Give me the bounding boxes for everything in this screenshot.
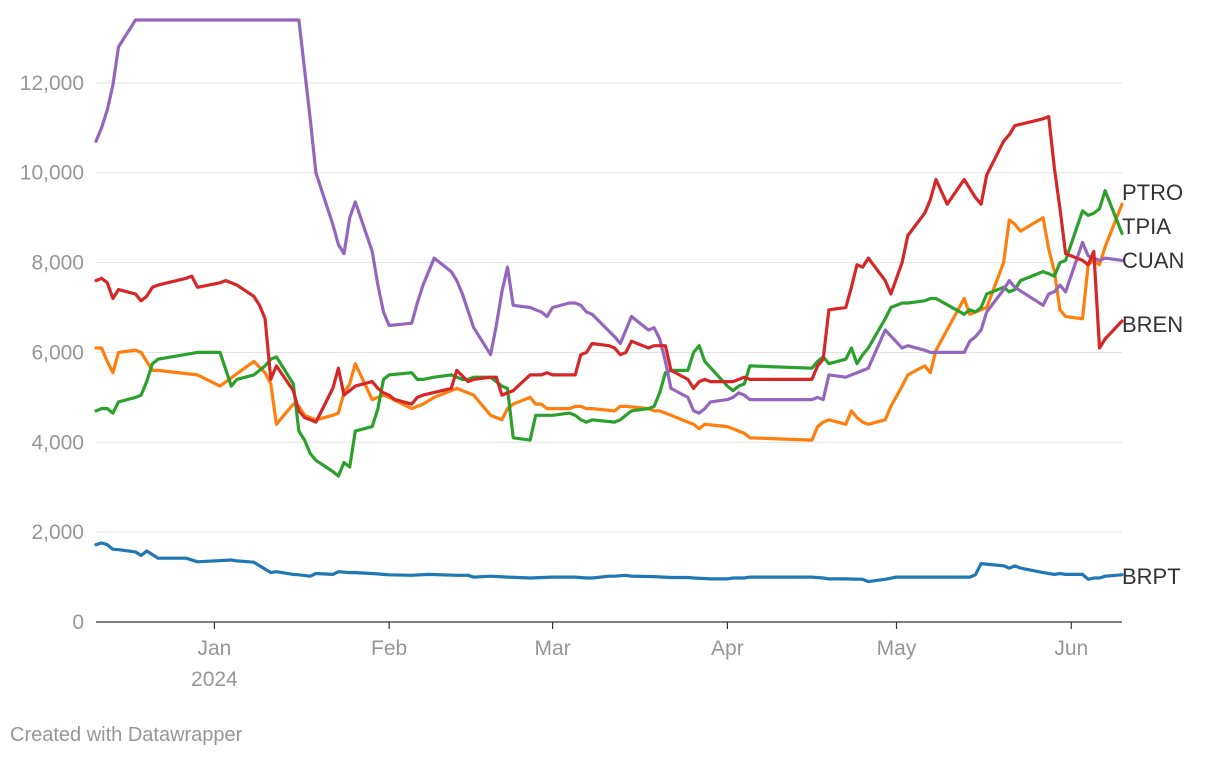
series-line-brpt [94, 541, 1124, 584]
x-tick-sublabel: 2024 [191, 668, 238, 691]
y-tick-label: 10,000 [20, 162, 84, 185]
y-tick-label: 8,000 [31, 252, 84, 275]
series-lines [94, 18, 1124, 584]
x-tick-label: May [877, 637, 917, 660]
y-tick-label: 12,000 [20, 72, 84, 95]
gridlines [96, 82, 1122, 623]
x-tick-label: Feb [371, 637, 407, 660]
series-label-ptro: PTRO [1122, 180, 1183, 205]
series-label-bren: BREN [1122, 312, 1183, 337]
y-axis-tick-labels: 0 2,000 4,000 6,000 8,000 10,000 12,000 [20, 72, 84, 634]
x-tick-label: Jan [197, 637, 231, 660]
y-tick-label: 6,000 [31, 341, 84, 364]
series-line-ptro [94, 202, 1124, 442]
series-line-cuan [94, 18, 1124, 415]
series-label-tpia: TPIA [1122, 214, 1171, 239]
y-tick-label: 4,000 [31, 431, 84, 454]
x-axis-tick-labels: Jan 2024 Feb Mar Apr May Jun [191, 622, 1088, 691]
series-line-bren [94, 115, 1124, 424]
x-tick-label: Apr [711, 637, 744, 660]
series-line-tpia [94, 189, 1124, 478]
series-end-labels: PTRO TPIA CUAN BREN BRPT [1122, 180, 1184, 589]
x-tick-label: Jun [1054, 637, 1088, 660]
series-label-brpt: BRPT [1122, 564, 1181, 589]
x-tick-label: Mar [535, 637, 571, 660]
y-tick-label: 2,000 [31, 521, 84, 544]
y-tick-label: 0 [72, 611, 84, 634]
credit-text: Created with Datawrapper [10, 724, 243, 746]
series-label-cuan: CUAN [1122, 248, 1184, 273]
